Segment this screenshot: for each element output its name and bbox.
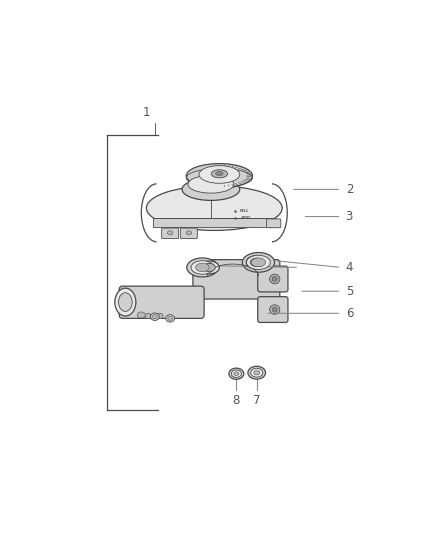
Ellipse shape — [246, 256, 267, 269]
Ellipse shape — [186, 164, 252, 188]
Ellipse shape — [166, 314, 175, 322]
Text: 2: 2 — [346, 183, 353, 196]
Ellipse shape — [191, 261, 214, 274]
Ellipse shape — [182, 179, 240, 200]
Ellipse shape — [145, 313, 151, 319]
FancyBboxPatch shape — [119, 286, 204, 318]
Ellipse shape — [215, 172, 223, 175]
Ellipse shape — [250, 258, 263, 266]
Ellipse shape — [188, 175, 234, 193]
FancyBboxPatch shape — [180, 228, 197, 239]
Ellipse shape — [254, 370, 260, 375]
Ellipse shape — [157, 313, 163, 319]
Ellipse shape — [187, 258, 218, 277]
Text: 3: 3 — [346, 210, 353, 223]
FancyBboxPatch shape — [162, 228, 179, 239]
Ellipse shape — [152, 314, 157, 319]
Text: 7: 7 — [253, 394, 261, 407]
Ellipse shape — [199, 166, 240, 183]
Text: FILL: FILL — [240, 209, 250, 213]
FancyBboxPatch shape — [193, 260, 280, 299]
Text: 4: 4 — [346, 261, 353, 274]
Ellipse shape — [137, 312, 145, 318]
Ellipse shape — [196, 263, 209, 272]
Ellipse shape — [186, 231, 191, 235]
Ellipse shape — [248, 366, 265, 379]
FancyBboxPatch shape — [258, 266, 288, 292]
Ellipse shape — [272, 307, 277, 312]
Ellipse shape — [211, 169, 227, 178]
Text: 8: 8 — [233, 394, 240, 407]
Ellipse shape — [272, 277, 277, 281]
Text: 6: 6 — [346, 307, 353, 320]
Ellipse shape — [168, 317, 173, 320]
Ellipse shape — [167, 231, 173, 235]
Ellipse shape — [203, 263, 215, 271]
Text: 1: 1 — [143, 106, 150, 119]
Ellipse shape — [270, 274, 280, 284]
Ellipse shape — [251, 258, 265, 267]
Ellipse shape — [270, 305, 280, 314]
Ellipse shape — [247, 255, 270, 270]
Text: ADD: ADD — [240, 215, 250, 220]
FancyBboxPatch shape — [258, 297, 288, 322]
Ellipse shape — [199, 261, 219, 274]
Ellipse shape — [234, 372, 239, 376]
Polygon shape — [153, 218, 276, 227]
Ellipse shape — [229, 368, 244, 379]
Ellipse shape — [151, 313, 159, 320]
Ellipse shape — [231, 370, 241, 377]
FancyBboxPatch shape — [267, 219, 281, 228]
Ellipse shape — [242, 253, 275, 272]
Text: 5: 5 — [346, 285, 353, 298]
Ellipse shape — [146, 185, 282, 230]
Ellipse shape — [251, 368, 263, 377]
Ellipse shape — [115, 288, 136, 316]
Ellipse shape — [119, 293, 132, 311]
